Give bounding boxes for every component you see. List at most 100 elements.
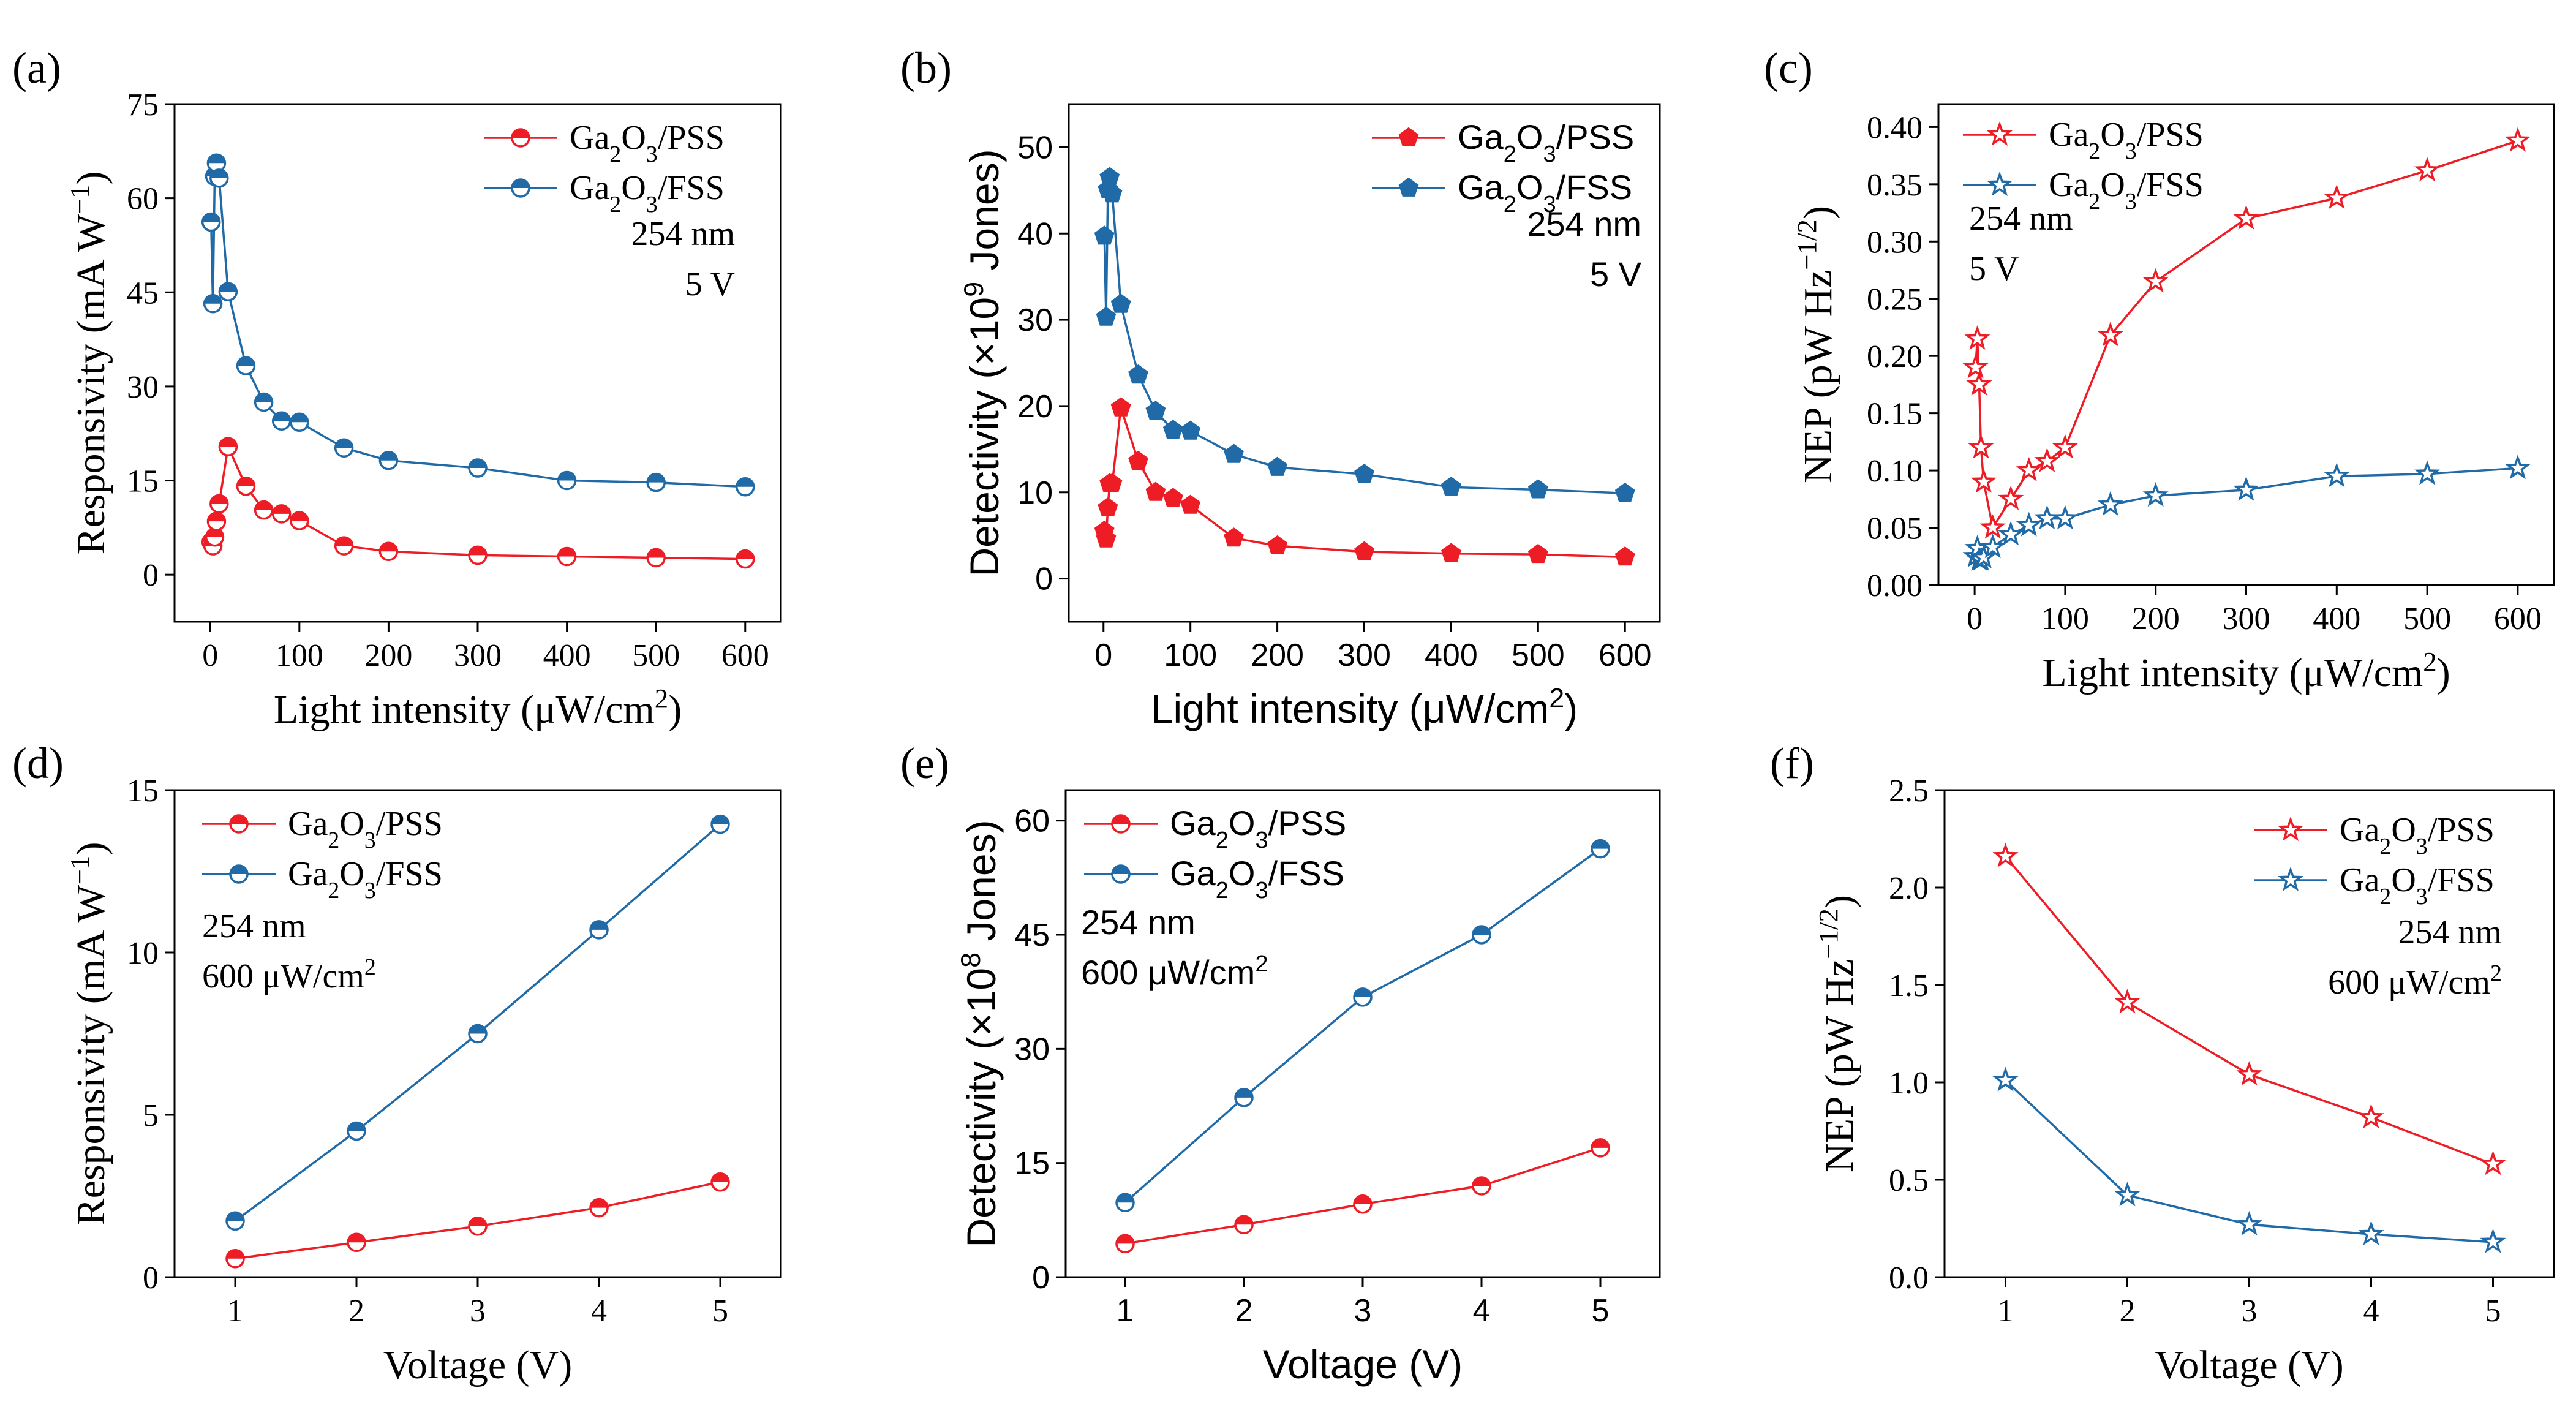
- legend-marker-c-0: [1986, 121, 2013, 146]
- x-tick-label-e: 1: [1117, 1293, 1134, 1329]
- panel-label-d: (d): [12, 739, 64, 788]
- x-axis-label-f: Voltage (V): [2155, 1343, 2344, 1387]
- data-point-a-1: [290, 412, 309, 432]
- x-tick-label-c: 600: [2494, 602, 2542, 636]
- legend-label-e-1: Ga2O3/FSS: [1170, 854, 1344, 903]
- data-point-a-0: [209, 494, 229, 514]
- data-point-d-1: [347, 1121, 366, 1141]
- data-point-d-1: [225, 1211, 245, 1231]
- data-point-b-1: [1162, 420, 1183, 439]
- legend-marker-b-1: [1398, 177, 1419, 197]
- data-point-c-0: [1966, 371, 1992, 396]
- data-point-c-0: [1962, 353, 1989, 379]
- data-point-b-1: [1267, 456, 1287, 476]
- y-axis-label-a: Responsivity (mA W−1): [64, 172, 113, 555]
- data-point-b-1: [1441, 477, 1461, 496]
- data-point-a-1: [201, 212, 221, 232]
- x-tick-label-e: 2: [1235, 1293, 1253, 1329]
- legend-label-e-0: Ga2O3/PSS: [1170, 804, 1346, 853]
- data-point-b-1: [1099, 167, 1120, 186]
- data-point-b-0: [1224, 527, 1244, 547]
- data-point-b-1: [1102, 183, 1123, 203]
- data-point-d-0: [468, 1217, 488, 1236]
- y-tick-label-b: 40: [1017, 216, 1053, 252]
- data-point-a-1: [646, 472, 666, 492]
- data-point-f-1: [2480, 1228, 2506, 1253]
- data-point-c-1: [1998, 521, 2024, 546]
- data-point-c-0: [1979, 514, 2006, 539]
- y-tick-label-c: 0.00: [1867, 568, 1923, 603]
- data-point-d-0: [710, 1172, 730, 1192]
- x-tick-label-b: 600: [1599, 638, 1652, 673]
- panel-label-e: (e): [900, 739, 949, 788]
- y-tick-label-b: 0: [1035, 562, 1053, 597]
- data-point-c-0: [1964, 325, 1990, 350]
- y-tick-label-d: 15: [127, 774, 159, 809]
- x-tick-label-d: 5: [712, 1294, 728, 1329]
- data-point-a-0: [236, 477, 256, 496]
- panel-d: (d) 1 2 3 4 5 0 5 10 15 Voltage (V) Responsivity (m…: [12, 739, 782, 1387]
- data-point-b-0: [1614, 546, 1635, 566]
- y-tick-label-f: 1.5: [1889, 968, 1929, 1003]
- data-point-a-0: [271, 504, 292, 524]
- x-tick-label-f: 1: [1998, 1294, 2014, 1329]
- legend-label-a-1: Ga2O3/FSS: [570, 169, 725, 217]
- data-point-a-1: [209, 168, 229, 188]
- legend-label-d-1: Ga2O3/FSS: [288, 855, 443, 903]
- y-tick-label-e: 15: [1014, 1146, 1050, 1182]
- panel-label-f: (f): [1770, 739, 1814, 788]
- data-point-f-0: [2114, 989, 2141, 1014]
- y-tick-label-c: 0.25: [1867, 282, 1923, 317]
- data-point-c-1: [2233, 476, 2259, 501]
- legend-label-f-1: Ga2O3/FSS: [2340, 861, 2495, 910]
- data-point-b-0: [1102, 473, 1123, 492]
- data-point-c-0: [2324, 184, 2350, 209]
- data-point-a-0: [218, 437, 238, 456]
- data-point-a-1: [378, 451, 399, 470]
- data-point-c-1: [1979, 534, 2006, 559]
- data-point-e-0: [1353, 1194, 1373, 1214]
- data-point-e-1: [1353, 987, 1373, 1007]
- x-tick-label-b: 100: [1164, 638, 1217, 673]
- data-point-d-0: [589, 1198, 609, 1218]
- y-tick-label-c: 0.40: [1867, 110, 1923, 145]
- data-point-b-0: [1354, 541, 1374, 560]
- series-line-a-1: [209, 162, 745, 488]
- y-axis-label-e: Detectivity (×108 Jones): [955, 820, 1004, 1247]
- data-point-c-0: [1968, 434, 1994, 459]
- data-point-d-1: [710, 814, 730, 834]
- data-point-c-0: [1998, 485, 2024, 510]
- data-point-b-1: [1110, 293, 1131, 313]
- y-tick-label-b: 50: [1017, 130, 1053, 165]
- y-tick-label-d: 5: [143, 1098, 159, 1133]
- x-tick-label-b: 200: [1251, 638, 1304, 673]
- y-axis-label-c: NEP (pW Hz−1/2): [1791, 206, 1840, 483]
- y-tick-label-a: 15: [127, 464, 159, 499]
- data-point-b-1: [1096, 306, 1117, 326]
- data-point-f-0: [2236, 1061, 2262, 1086]
- panel-a: (a) 0 100 200 300 400 500 600 0 15 30 45 60 75 Light i…: [12, 43, 782, 732]
- y-tick-label-c: 0.30: [1867, 225, 1923, 260]
- data-point-d-1: [468, 1024, 488, 1044]
- x-tick-label-f: 2: [2120, 1294, 2136, 1329]
- x-tick-label-a: 0: [202, 638, 218, 673]
- data-point-b-0: [1110, 397, 1131, 417]
- x-tick-label-d: 1: [227, 1294, 243, 1329]
- data-point-f-0: [2358, 1104, 2384, 1129]
- legend-marker-d-1: [229, 864, 249, 884]
- y-tick-label-b: 10: [1017, 475, 1053, 511]
- panel-f: (f) 1 2 3 4 5 0.0 0.5 1.0 1.5 2.0 2.5 Voltage (V) NEP…: [1770, 739, 2555, 1387]
- legend-label-b-0: Ga2O3/PSS: [1458, 118, 1634, 167]
- data-point-e-1: [1115, 1193, 1135, 1213]
- data-point-c-1: [2324, 462, 2350, 488]
- x-tick-label-a: 500: [632, 638, 680, 673]
- x-tick-label-e: 4: [1473, 1293, 1491, 1329]
- y-tick-label-a: 45: [127, 276, 159, 311]
- x-tick-label-b: 300: [1338, 638, 1391, 673]
- x-tick-label-b: 0: [1094, 638, 1112, 673]
- x-tick-label-a: 600: [721, 638, 769, 673]
- y-tick-label-e: 60: [1014, 804, 1050, 839]
- annotation-e-0: 254 nm: [1081, 903, 1196, 941]
- data-point-a-1: [254, 392, 274, 412]
- y-tick-label-e: 30: [1014, 1032, 1050, 1067]
